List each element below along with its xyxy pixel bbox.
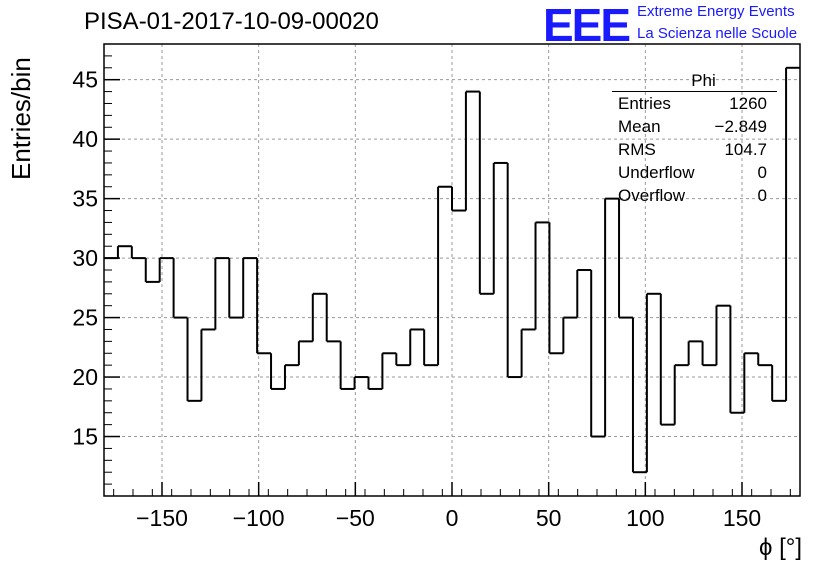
- stats-label: Underflow: [618, 163, 695, 182]
- x-tick-label: −100: [233, 505, 285, 531]
- stats-value: −2.849: [714, 117, 767, 136]
- stats-row-mean: Mean −2.849: [612, 115, 777, 138]
- y-tick-label: 40: [72, 126, 98, 152]
- stats-row-underflow: Underflow 0: [612, 161, 777, 184]
- x-tick-label: 50: [536, 505, 562, 531]
- stats-value: 0: [757, 163, 767, 182]
- stats-title: Phi: [612, 70, 777, 92]
- stats-label: Overflow: [618, 186, 686, 205]
- y-tick-label: 30: [72, 245, 98, 271]
- logo-subtitle-2: La Scienza nelle Scuole: [637, 25, 798, 42]
- stats-row-overflow: Overflow 0: [612, 184, 777, 207]
- stats-label: Entries: [618, 94, 671, 113]
- y-tick-label: 45: [72, 67, 98, 93]
- x-axis-label: ϕ [°]: [758, 534, 802, 561]
- y-tick-label: 35: [72, 186, 98, 212]
- logo-subtitle-1: Extreme Energy Events: [637, 3, 795, 20]
- x-tick-label: −50: [336, 505, 375, 531]
- y-tick-label: 15: [72, 424, 98, 450]
- stats-value: 1260: [729, 94, 767, 113]
- x-tick-label: 150: [723, 505, 761, 531]
- y-tick-label: 25: [72, 305, 98, 331]
- stats-value: 0: [757, 186, 767, 205]
- stats-box: Phi Entries 1260 Mean −2.849 RMS 104.7 U…: [612, 70, 777, 207]
- eee-logo: EEE: [543, 0, 631, 51]
- x-tick-label: 100: [626, 505, 664, 531]
- stats-label: Mean: [618, 117, 661, 136]
- stats-label: RMS: [618, 140, 656, 159]
- stats-value: 104.7: [724, 140, 767, 159]
- x-tick-label: 0: [446, 505, 459, 531]
- tick-labels: −150 −100 −50 0 50 100 150 15 20 25 30 35 40 45: [72, 67, 761, 531]
- histogram-bars: [104, 66, 800, 474]
- chart-title: PISA-01-2017-10-09-00020: [84, 8, 379, 35]
- axis-ticks: [104, 43, 791, 496]
- plot-frame: [103, 43, 801, 497]
- y-tick-label: 20: [72, 364, 98, 390]
- stats-row-entries: Entries 1260: [612, 92, 777, 115]
- stats-row-rms: RMS 104.7: [612, 138, 777, 161]
- y-axis-label: Entries/bin: [6, 57, 36, 180]
- x-tick-label: −150: [136, 505, 188, 531]
